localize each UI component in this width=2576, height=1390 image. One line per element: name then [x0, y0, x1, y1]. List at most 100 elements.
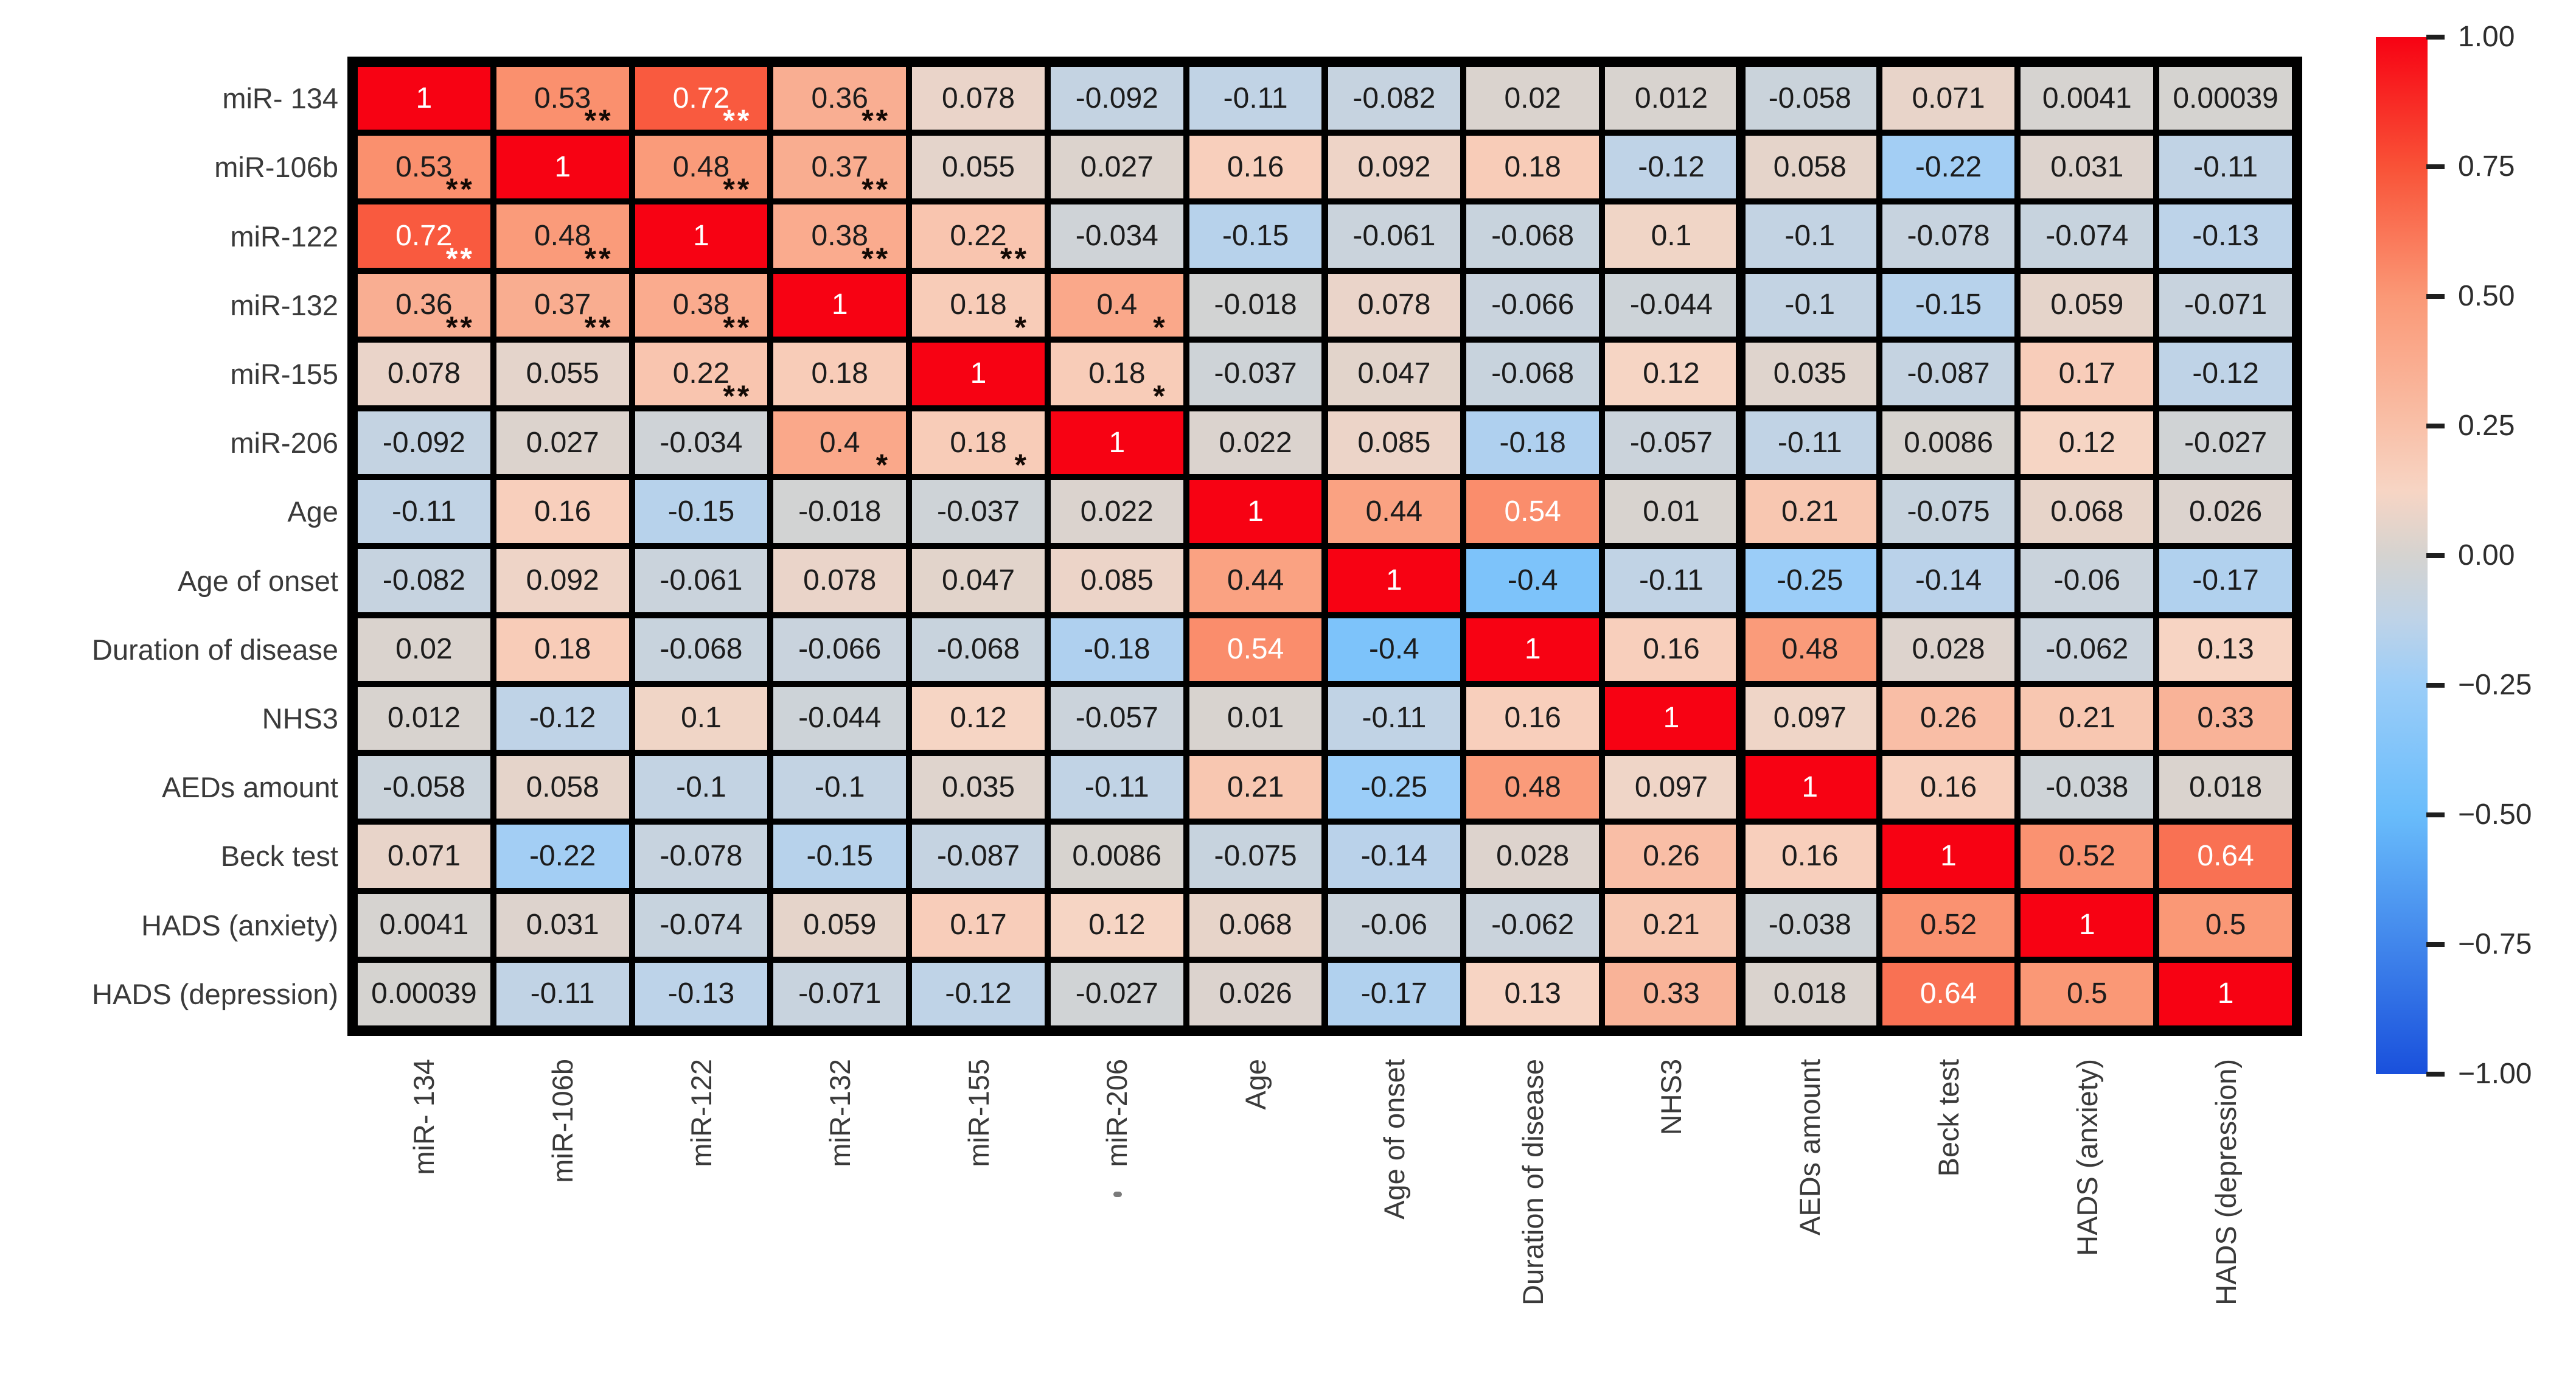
matrix-cell: -0.087 — [1882, 342, 2015, 406]
correlation-value: -0.027 — [1075, 977, 1158, 1010]
matrix-cell: 0.13 — [2159, 618, 2292, 681]
row-label: miR-206 — [230, 427, 338, 459]
correlation-value: -0.078 — [1907, 220, 1990, 252]
matrix-cell: -0.12 — [496, 686, 629, 750]
correlation-value: 0.16 — [534, 495, 591, 528]
column-label-slot: Duration of disease — [1463, 1059, 1602, 1390]
column-label-slot: miR-122 — [632, 1059, 771, 1390]
matrix-cell: 0.22 ** — [635, 342, 768, 411]
matrix-cell: -0.15 — [1189, 204, 1322, 268]
correlation-value: 0.5 — [2066, 977, 2108, 1010]
matrix-cell: 0.078 — [358, 342, 490, 406]
matrix-cell: 0.18 — [773, 342, 907, 406]
correlation-value: -0.058 — [1768, 82, 1851, 114]
matrix-cell: -0.1 — [1743, 204, 1876, 268]
matrix-cell: 0.26 — [1605, 825, 1738, 888]
matrix-cell: 0.22 ** — [912, 204, 1045, 274]
correlation-value: -0.18 — [1499, 426, 1566, 459]
correlation-value: 0.52 — [2058, 839, 2116, 872]
matrix-cell: 0.026 — [1189, 962, 1322, 1025]
colorbar-tick-label: −1.00 — [2458, 1058, 2532, 1090]
correlation-value: 0.0086 — [1072, 839, 1162, 872]
matrix-cell: 0.012 — [358, 686, 490, 750]
correlation-value: 0.055 — [526, 357, 599, 390]
matrix-cell: 0.38 ** — [773, 204, 907, 274]
colorbar-tick-mark — [2426, 553, 2445, 558]
colorbar-tick-label: −0.25 — [2458, 669, 2532, 701]
matrix-cell: -0.061 — [1328, 204, 1461, 268]
matrix-cell: -0.4 — [1466, 549, 1600, 612]
correlation-value: 0.16 — [1227, 150, 1284, 183]
correlation-value: -0.087 — [936, 839, 1020, 872]
matrix-cell: 1 — [496, 136, 629, 199]
correlation-value: -0.062 — [2045, 633, 2129, 666]
row-label: Beck test — [220, 840, 338, 873]
matrix-cell: 0.027 — [496, 411, 629, 475]
correlation-value: 0.022 — [1080, 495, 1154, 528]
column-label: Age of onset — [1377, 1059, 1410, 1220]
matrix-cell: 1 — [1743, 756, 1876, 819]
correlation-value: 0.26 — [1643, 839, 1700, 872]
matrix-cell: 0.16 — [1605, 618, 1738, 681]
matrix-cell: -0.14 — [1882, 549, 2015, 612]
matrix-cell: -0.11 — [2159, 136, 2292, 199]
matrix-cell: 0.097 — [1605, 756, 1738, 819]
matrix-cell: 0.5 — [2021, 962, 2154, 1025]
matrix-cell: 0.16 — [1743, 825, 1876, 888]
correlation-value: 0.16 — [1643, 633, 1700, 666]
correlation-value: -0.071 — [2184, 288, 2268, 321]
correlation-value: 0.071 — [387, 839, 461, 872]
correlation-value: 0.028 — [1496, 839, 1570, 872]
correlation-value: -0.027 — [2184, 426, 2268, 459]
matrix-cell: -0.082 — [358, 549, 490, 612]
correlation-value: 0.52 — [1920, 909, 1977, 941]
correlation-value: 0.53 — [534, 82, 591, 114]
correlation-value: 0.12 — [1643, 357, 1700, 390]
matrix-cell: 0.071 — [358, 825, 490, 888]
row-label: miR-132 — [230, 288, 338, 321]
matrix-cell: 0.52 — [2021, 825, 2154, 888]
correlation-value: 1 — [1524, 633, 1541, 666]
matrix-cell: -0.11 — [1050, 756, 1183, 819]
matrix-cell: 0.027 — [1050, 136, 1183, 199]
matrix-cell: -0.06 — [1328, 893, 1461, 957]
matrix-cell: -0.061 — [635, 549, 768, 612]
column-label: miR-132 — [823, 1059, 856, 1167]
correlation-value: 0.44 — [1365, 495, 1423, 528]
correlation-value: 0.12 — [2058, 426, 2116, 459]
matrix-cell: 0.059 — [773, 893, 907, 957]
matrix-cell: -0.12 — [1605, 136, 1738, 199]
correlation-value: 0.035 — [941, 770, 1015, 803]
block-divider — [1735, 57, 1746, 1036]
significance-stars: * — [1014, 310, 1029, 344]
matrix-cell: 0.02 — [1466, 67, 1600, 130]
column-label: miR-206 — [1101, 1059, 1133, 1167]
correlation-value: -0.22 — [529, 839, 596, 872]
colorbar-tick-label: 0.75 — [2458, 150, 2515, 183]
correlation-value: 0.17 — [2058, 357, 2116, 390]
correlation-value: 1 — [1247, 495, 1264, 528]
correlation-value: -0.082 — [1352, 82, 1436, 114]
correlation-value: -0.018 — [1214, 288, 1297, 321]
correlation-value: -0.078 — [660, 839, 743, 872]
correlation-value: -0.12 — [945, 977, 1012, 1010]
correlation-value: 0.38 — [672, 288, 730, 321]
correlation-value: -0.14 — [1915, 564, 1982, 597]
correlation-value: -0.11 — [1639, 564, 1704, 597]
matrix-cell: 0.0041 — [2021, 67, 2154, 130]
correlation-value: 1 — [1109, 426, 1126, 459]
correlation-value: 0.071 — [1912, 82, 1985, 114]
correlation-value: 0.047 — [1357, 357, 1431, 390]
matrix-cell: -0.082 — [1328, 67, 1461, 130]
correlation-value: 1 — [1940, 839, 1957, 872]
matrix-cell: -0.078 — [635, 825, 768, 888]
matrix-cell: 0.028 — [1882, 618, 2015, 681]
correlation-value: 0.13 — [2197, 633, 2254, 666]
matrix-cell: 0.18 — [496, 618, 629, 681]
matrix-cell: 1 — [912, 342, 1045, 406]
matrix-cell: 0.12 — [912, 686, 1045, 750]
matrix-cell: 0.44 — [1328, 480, 1461, 543]
correlation-value: 1 — [2217, 977, 2234, 1010]
row-label: NHS3 — [262, 702, 338, 735]
correlation-value: -0.092 — [1075, 82, 1158, 114]
